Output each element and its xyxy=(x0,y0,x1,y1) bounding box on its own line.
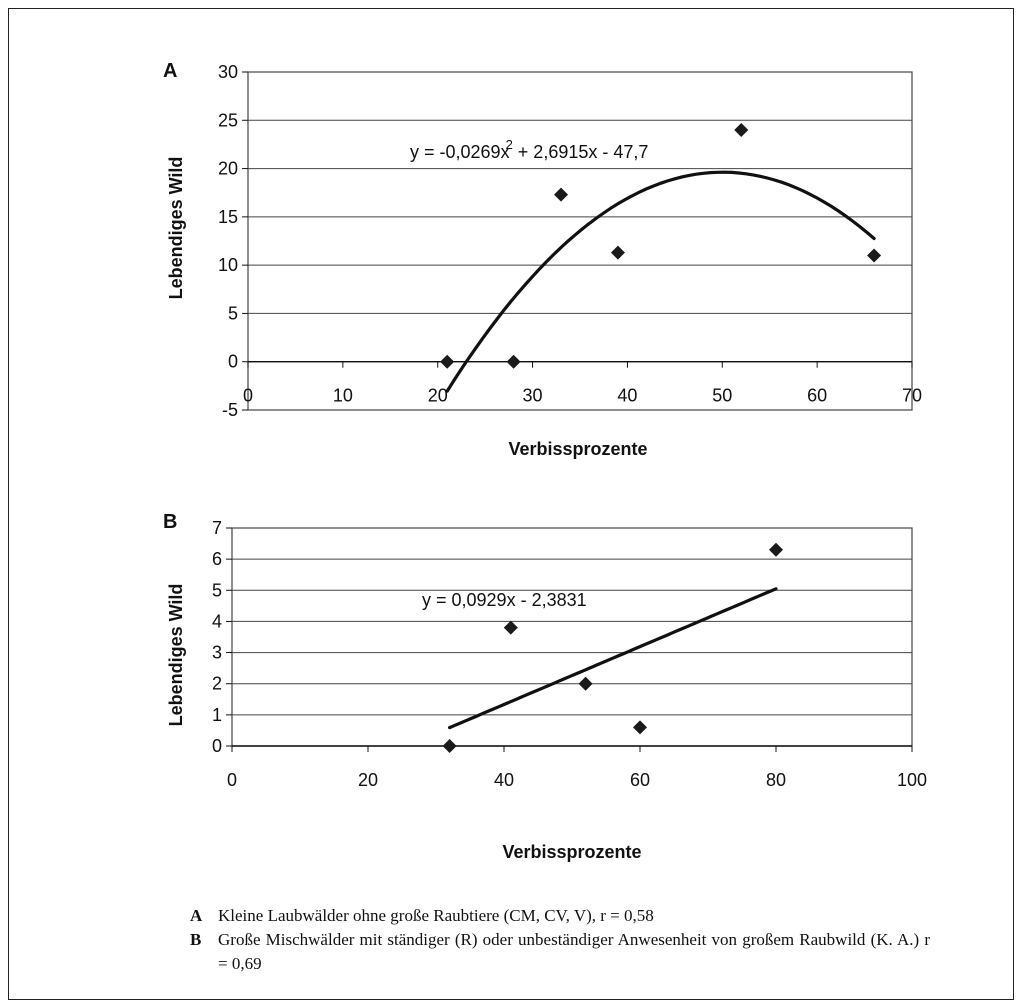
caption-key-a: A xyxy=(190,906,203,925)
data-point xyxy=(610,245,625,260)
data-point xyxy=(442,739,457,753)
y-tick-label: 15 xyxy=(218,207,238,227)
y-tick-label: 7 xyxy=(212,518,222,538)
plot-area xyxy=(247,71,913,411)
trendline xyxy=(448,587,778,730)
data-point xyxy=(503,620,518,635)
y-tick-label: 1 xyxy=(212,705,222,725)
x-axis-title: Verbissprozente xyxy=(502,842,641,862)
x-tick-label: 10 xyxy=(333,386,353,406)
x-tick-label: 30 xyxy=(523,386,543,406)
data-point xyxy=(506,354,521,369)
y-tick-label: 3 xyxy=(212,643,222,663)
x-tick-label: 0 xyxy=(227,770,237,790)
x-tick-label: 80 xyxy=(766,770,786,790)
figure-frame xyxy=(8,8,1014,1000)
x-tick-label: 70 xyxy=(902,386,922,406)
figure-caption: A Kleine Laubwälder ohne große Raubtiere… xyxy=(190,904,930,976)
y-tick-label: 5 xyxy=(212,580,222,600)
y-axis-title: Lebendiges Wild xyxy=(166,157,186,300)
x-tick-label: 60 xyxy=(630,770,650,790)
y-tick-label: -5 xyxy=(222,400,238,420)
caption-key-b: B xyxy=(190,930,202,949)
trendline-equation: y = 0,0929x - 2,3831 xyxy=(422,590,587,610)
x-tick-label: 40 xyxy=(617,386,637,406)
x-tick-label: 60 xyxy=(807,386,827,406)
y-tick-label: 10 xyxy=(218,255,238,275)
x-tick-label: 100 xyxy=(897,770,927,790)
caption-text-b: Große Mischwälder mit ständiger (R) oder… xyxy=(218,930,930,973)
y-tick-label: 4 xyxy=(212,611,222,631)
trendline xyxy=(445,170,876,393)
y-tick-label: 6 xyxy=(212,549,222,569)
x-tick-label: 20 xyxy=(358,770,378,790)
caption-text-a: Kleine Laubwälder ohne große Raubtiere (… xyxy=(218,906,654,925)
data-point xyxy=(867,248,882,263)
panel-label-a: A xyxy=(163,60,178,82)
caption-line-b: B Große Mischwälder mit ständiger (R) od… xyxy=(190,928,930,976)
data-point xyxy=(554,187,569,202)
y-tick-label: 0 xyxy=(212,736,222,756)
trendline-equation: y = -0,0269x2 + 2,6915x - 47,7 xyxy=(410,137,648,162)
data-point xyxy=(734,122,749,137)
data-point xyxy=(769,542,783,557)
y-tick-label: 5 xyxy=(228,303,238,323)
data-point xyxy=(440,354,455,369)
x-tick-label: 0 xyxy=(243,386,253,406)
x-tick-label: 40 xyxy=(494,770,514,790)
y-tick-label: 2 xyxy=(212,674,222,694)
y-tick-label: 20 xyxy=(218,159,238,179)
chart-b: 0 1 2 3 4 5 6 7 0 20 40 60 80 100 Verbissprozente Leben… xyxy=(166,518,927,862)
x-tick-label: 20 xyxy=(428,386,448,406)
panel-label-b: B xyxy=(163,511,178,533)
x-tick-label: 50 xyxy=(712,386,732,406)
data-point xyxy=(578,676,593,691)
plot-area xyxy=(231,527,913,747)
y-tick-label: 30 xyxy=(218,62,238,82)
data-point xyxy=(633,720,647,735)
y-axis-title: Lebendiges Wild xyxy=(166,584,186,727)
x-axis-title: Verbissprozente xyxy=(508,439,647,459)
y-tick-label: 0 xyxy=(228,352,238,372)
y-tick-label: 25 xyxy=(218,110,238,130)
caption-line-a: A Kleine Laubwälder ohne große Raubtiere… xyxy=(190,904,930,928)
